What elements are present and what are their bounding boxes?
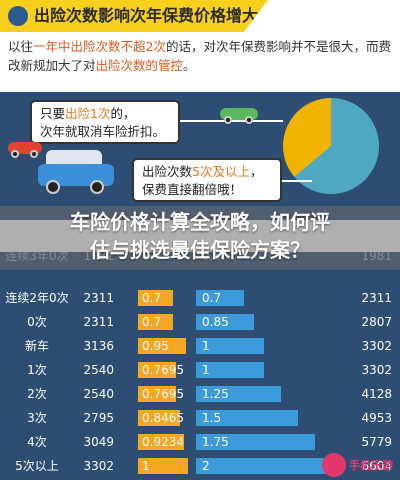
callout-highlight: 5次及以上 <box>192 164 250 179</box>
final-premium: 3302 <box>361 363 392 377</box>
coefficient-bar-orange <box>138 362 177 378</box>
coefficient-bar-orange <box>138 410 181 426</box>
infographic-title: 出险次数影响次年保费价格增大 <box>34 6 259 25</box>
table-row: 0次 2311 0.7 0.85 2807 <box>0 312 400 332</box>
coefficient-bar-orange <box>138 290 173 306</box>
coefficient-bar-orange <box>138 314 173 330</box>
callout-text: 只要 <box>40 106 66 121</box>
callout-text: ， <box>249 164 263 179</box>
title-overlay <box>0 206 400 270</box>
article-title: 车险价格计算全攻略，如何评 估与挑选最佳保险方案？ <box>0 208 400 264</box>
table-row: 5次以上 3302 1 2 6604 <box>0 456 400 476</box>
premium-table: 连续3年0次19810.60.61981连续2年0次23110.70.72311… <box>0 249 400 480</box>
orange-coefficient: 0.8465 <box>142 411 184 425</box>
base-premium: 2311 <box>83 291 114 305</box>
article-title-line: 车险价格计算全攻略，如何评 <box>70 210 330 234</box>
row-label: 3次 <box>27 411 47 425</box>
orange-coefficient: 0.95 <box>142 339 169 353</box>
blue-car-icon <box>38 150 114 194</box>
table-row: 1次 2540 0.7695 1 3302 <box>0 360 400 380</box>
row-label: 4次 <box>27 435 47 449</box>
blue-coefficient: 1.75 <box>202 435 229 449</box>
callout-line2: 保费直接翻倍哦！ <box>142 182 243 197</box>
watermark-icon <box>322 453 346 477</box>
final-premium: 6604 <box>361 459 392 473</box>
coefficient-bar-orange <box>138 434 185 450</box>
callout-text: 的， <box>110 106 136 121</box>
title-banner: 出险次数影响次年保费价格增大 <box>0 0 268 32</box>
green-car-icon <box>220 104 258 124</box>
base-premium: 3302 <box>83 459 114 473</box>
watermark-logo: 手机乐游 <box>322 453 396 477</box>
coefficient-bar-blue <box>196 314 254 330</box>
coefficient-bar-orange <box>138 458 188 474</box>
final-premium: 5779 <box>361 435 392 449</box>
article-title-line: 估与挑选最佳保险方案？ <box>90 238 310 262</box>
base-premium: 2311 <box>83 315 114 329</box>
blue-coefficient: 1.5 <box>202 411 222 425</box>
coefficient-bar-blue <box>196 410 298 426</box>
blue-coefficient: 1 <box>202 339 210 353</box>
table-row: 4次 3049 0.9234 1.75 5779 <box>0 432 400 452</box>
coefficient-bar-blue <box>196 338 264 354</box>
table-row: 2次 2540 0.7695 1.25 4128 <box>0 384 400 404</box>
pie-icon <box>283 98 379 194</box>
callout-first-claim: 只要出险1次的， 次年就取消车险折扣。 <box>30 100 180 144</box>
final-premium: 3302 <box>361 339 392 353</box>
row-label: 5次以上 <box>15 459 59 473</box>
callout-highlight: 出险1次 <box>65 106 111 121</box>
coefficient-bar-blue <box>196 362 264 378</box>
coefficient-bar-orange <box>138 338 186 354</box>
blue-coefficient: 1.25 <box>202 387 229 401</box>
row-label: 1次 <box>27 363 47 377</box>
blue-coefficient: 2 <box>202 459 210 473</box>
row-label: 2次 <box>27 387 47 401</box>
blue-coefficient: 0.85 <box>202 315 229 329</box>
intro-highlight: 出险次数的管控 <box>95 58 184 73</box>
final-premium: 2807 <box>361 315 392 329</box>
base-premium: 2540 <box>83 387 114 401</box>
intro-highlight: 一年中出险次数不超2次 <box>33 39 166 54</box>
red-car-icon <box>8 138 42 158</box>
orange-coefficient: 1 <box>142 459 150 473</box>
callout-five-claims: 出险次数5次及以上， 保费直接翻倍哦！ <box>132 158 282 202</box>
callout-text: 出险次数 <box>142 164 193 179</box>
flag-icon <box>8 6 28 26</box>
row-label: 0次 <box>27 315 47 329</box>
intro-part: 的话，对次年保费影响并不是很大，而费改新规加大了对 <box>8 39 391 73</box>
blue-coefficient: 1 <box>202 363 210 377</box>
base-premium: 2540 <box>83 363 114 377</box>
base-premium: 3136 <box>83 339 114 353</box>
orange-coefficient: 0.7695 <box>142 363 184 377</box>
base-premium: 2795 <box>83 411 114 425</box>
intro-part: 以往 <box>8 39 34 54</box>
table-row: 新车 3136 0.95 1 3302 <box>0 336 400 356</box>
orange-coefficient: 0.7 <box>142 291 162 305</box>
orange-coefficient: 0.7 <box>142 315 162 329</box>
coefficient-bar-blue <box>196 386 281 402</box>
coefficient-bar-blue <box>196 290 244 306</box>
coefficient-bar-blue <box>196 434 315 450</box>
table-row: 3次 2795 0.8465 1.5 4953 <box>0 408 400 428</box>
intro-part: 。 <box>183 58 196 73</box>
orange-coefficient: 0.7695 <box>142 387 184 401</box>
final-premium: 4953 <box>361 411 392 425</box>
coefficient-bar-blue <box>196 458 332 474</box>
coefficient-bar-orange <box>138 386 177 402</box>
final-premium: 2311 <box>361 291 392 305</box>
base-premium: 3049 <box>83 435 114 449</box>
orange-coefficient: 0.9234 <box>142 435 184 449</box>
table-row: 连续2年0次 2311 0.7 0.7 2311 <box>0 288 400 308</box>
watermark-text: 手机乐游 <box>349 459 393 472</box>
infographic-top: 出险次数影响次年保费价格增大 以往一年中出险次数不超2次的话，对次年保费影响并不… <box>0 0 400 220</box>
row-label: 新车 <box>24 339 49 353</box>
callout-line2: 次年就取消车险折扣。 <box>40 124 166 139</box>
blue-coefficient: 0.7 <box>202 291 222 305</box>
row-label: 连续2年0次 <box>5 291 69 305</box>
callout-leader <box>282 180 312 182</box>
intro-text: 以往一年中出险次数不超2次的话，对次年保费影响并不是很大，而费改新规加大了对出险… <box>8 37 392 75</box>
final-premium: 4128 <box>361 387 392 401</box>
